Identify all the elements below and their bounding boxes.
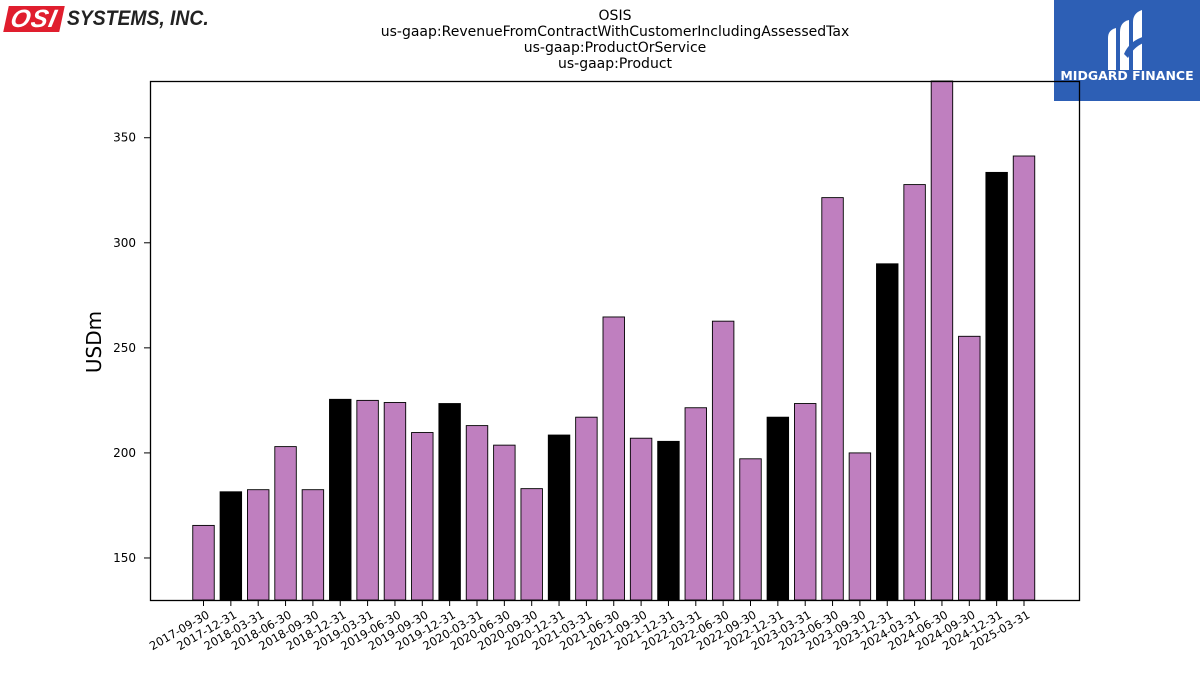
y-axis-label: USDm	[82, 311, 106, 373]
bar-2019-06-30	[383, 402, 407, 601]
bar-2024-03-31	[903, 184, 926, 601]
osi-logo-text: SYSTEMS, INC.	[67, 7, 209, 30]
bar-2021-03-31	[575, 416, 598, 601]
bar-2022-12-31	[766, 416, 790, 601]
y-tick-label: 200	[113, 446, 136, 460]
bar-2018-09-30	[301, 489, 325, 601]
bar-2020-06-30	[493, 444, 516, 601]
bar-2021-12-31	[657, 440, 680, 601]
y-tick-label: 250	[113, 341, 136, 355]
bar-2021-09-30	[629, 437, 653, 601]
y-tick-label: 350	[113, 131, 136, 145]
bar-2018-12-31	[329, 398, 352, 601]
y-tick-label: 150	[113, 551, 136, 565]
bar-2024-12-31	[985, 171, 1008, 601]
chart-title-line: us-gaap:RevenueFromContractWithCustomerI…	[380, 24, 850, 40]
bar-2018-06-30	[274, 446, 297, 601]
bar-2017-09-30	[192, 524, 215, 601]
midgard-emblem-icon	[1108, 10, 1146, 70]
bar-2020-03-31	[465, 425, 489, 601]
chart-title-line: us-gaap:Product	[557, 56, 673, 72]
bar-2020-09-30	[520, 488, 543, 601]
bar-2024-09-30	[958, 335, 981, 601]
bar-2023-09-30	[848, 452, 872, 601]
bar-2023-06-30	[821, 197, 844, 601]
osi-systems-logo: OSI SYSTEMS, INC.	[3, 5, 221, 33]
bar-2025-03-31	[1012, 155, 1036, 601]
bar-2019-03-31	[356, 399, 379, 601]
bar-2018-03-31	[246, 489, 270, 601]
x-axis: 2017-09-302017-12-312018-03-312018-06-30…	[147, 600, 1032, 653]
bar-2022-06-30	[711, 320, 735, 601]
y-axis: 150 200 250 300 350	[113, 131, 150, 565]
plot-frame	[149, 80, 1081, 602]
bars-group	[192, 80, 1036, 601]
bar-2023-12-31	[876, 263, 899, 601]
bar-2019-09-30	[411, 432, 434, 601]
chart-title: OSIS us-gaap:RevenueFromContractWithCust…	[315, 8, 915, 72]
midgard-logo-text: MIDGARD FINANCE	[1060, 68, 1194, 83]
chart-title-line: us-gaap:ProductOrService	[523, 40, 707, 56]
bar-2023-03-31	[794, 403, 817, 601]
bar-2017-12-31	[219, 491, 243, 601]
midgard-finance-logo: MIDGARD FINANCE	[1054, 0, 1200, 101]
bar-2019-12-31	[438, 403, 461, 601]
bar-2024-06-30	[930, 80, 954, 601]
bar-2021-06-30	[602, 316, 625, 601]
bar-2022-03-31	[684, 407, 707, 601]
bar-2022-09-30	[739, 458, 762, 601]
chart-title-line: OSIS	[598, 8, 632, 24]
y-tick-label: 300	[113, 236, 136, 250]
bar-2020-12-31	[547, 434, 571, 601]
